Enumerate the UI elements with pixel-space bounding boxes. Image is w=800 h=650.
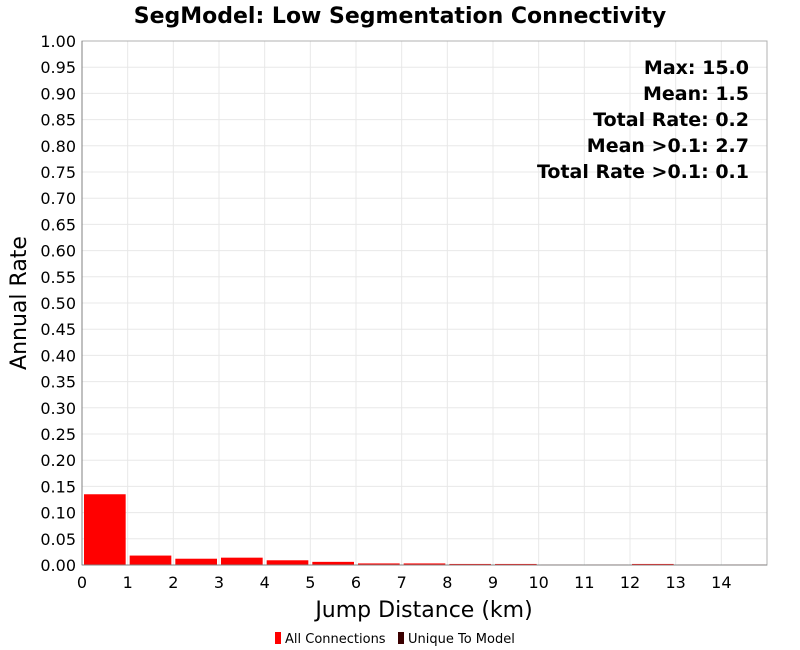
annotation-total-rate: Total Rate: 0.2 [593,109,749,131]
legend: All Connections Unique To Model [275,632,515,647]
legend-label-all-connections: All Connections [285,632,386,647]
x-tick-label: 14 [711,573,731,592]
x-tick-labels: 0 1 2 3 4 5 6 7 8 9 10 11 12 13 14 [77,573,732,592]
bar-all-connections [312,561,354,565]
y-tick-labels: 0.00 0.05 0.10 0.15 0.20 0.25 0.30 0.35 0.40 0.45… [40,32,76,575]
y-tick-label: 0.40 [40,346,76,365]
y-tick-label: 0.15 [40,477,76,496]
y-tick-label: 0.10 [40,504,76,523]
x-tick-label: 1 [123,573,133,592]
y-tick-label: 0.60 [40,242,76,261]
chart-title: SegModel: Low Segmentation Connectivity [134,4,667,29]
annotation-total-rate-above-threshold: Total Rate >0.1: 0.1 [537,161,749,183]
bar-all-connections [403,563,446,565]
y-tick-label: 0.70 [40,189,76,208]
x-tick-label: 8 [442,573,452,592]
stats-annotations: Max: 15.0 Mean: 1.5 Total Rate: 0.2 Mean… [537,57,749,183]
legend-swatch-unique-to-model [398,632,404,644]
y-tick-label: 0.80 [40,137,76,156]
y-tick-label: 0.65 [40,215,76,234]
annotation-mean-above-threshold: Mean >0.1: 2.7 [587,135,749,157]
y-axis-label: Annual Rate [7,236,32,370]
x-tick-label: 2 [168,573,178,592]
y-tick-label: 0.20 [40,451,76,470]
y-tick-label: 0.30 [40,399,76,418]
x-tick-label: 4 [260,573,270,592]
y-tick-label: 0.25 [40,425,76,444]
bar-all-connections [449,563,491,565]
legend-label-unique-to-model: Unique To Model [408,632,515,647]
gridlines [81,40,767,566]
bar-all-connections [221,557,263,565]
y-tick-label: 0.75 [40,163,76,182]
bar-all-connections [495,563,537,565]
bars [84,494,765,565]
x-tick-label: 3 [214,573,224,592]
x-tick-label: 11 [574,573,594,592]
legend-swatch-all-connections [275,632,281,644]
x-tick-label: 12 [620,573,640,592]
annotation-mean: Mean: 1.5 [643,83,749,105]
y-tick-label: 0.45 [40,320,76,339]
y-tick-label: 0.55 [40,268,76,287]
y-tick-label: 0.00 [40,556,76,575]
bar-all-connections [129,555,172,565]
bar-all-connections [632,563,674,565]
x-tick-label: 6 [351,573,361,592]
bar-all-connections [175,558,217,565]
bar-all-connections [84,494,126,565]
bar-all-connections [358,563,400,565]
x-tick-label: 9 [488,573,498,592]
annotation-max: Max: 15.0 [644,57,749,79]
y-tick-label: 0.90 [40,84,76,103]
x-tick-label: 0 [77,573,87,592]
x-tick-label: 7 [397,573,407,592]
y-tick-label: 1.00 [40,32,76,51]
y-tick-label: 0.35 [40,373,76,392]
x-tick-label: 5 [305,573,315,592]
y-tick-label: 0.05 [40,530,76,549]
bar-all-connections [266,560,309,565]
y-tick-label: 0.85 [40,111,76,130]
y-tick-label: 0.50 [40,294,76,313]
x-tick-label: 10 [528,573,548,592]
x-tick-label: 13 [665,573,685,592]
y-tick-label: 0.95 [40,58,76,77]
x-axis-label: Jump Distance (km) [313,598,532,623]
